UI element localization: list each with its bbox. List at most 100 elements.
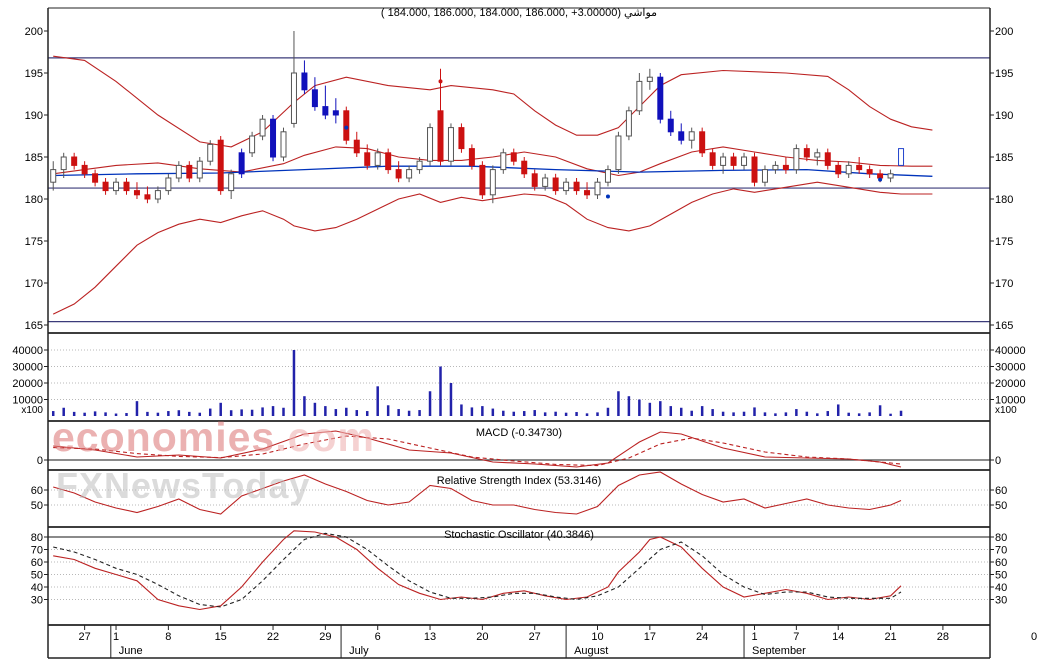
- volume-bar: [502, 410, 505, 416]
- volume-bar: [774, 413, 777, 416]
- price-axis-label: 180: [995, 194, 1013, 206]
- volume-axis-label: 30000: [995, 362, 1026, 374]
- price-axis-label: 170: [25, 278, 43, 290]
- candle-body: [563, 181, 570, 192]
- price-axis-label: 165: [25, 320, 43, 332]
- volume-bar: [292, 350, 296, 416]
- candle-body: [615, 135, 622, 171]
- candle-body: [751, 156, 758, 183]
- volume-bar: [240, 409, 243, 416]
- date-label: 1: [751, 631, 757, 643]
- volume-bar: [104, 412, 107, 416]
- volume-bar: [449, 383, 453, 416]
- volume-bar: [303, 396, 306, 416]
- rsi-line: [53, 471, 902, 515]
- date-label: 10: [591, 631, 603, 643]
- stochastic-axis-label: 30: [31, 595, 43, 607]
- candle-body: [290, 72, 297, 124]
- volume-unit-label: x100: [995, 405, 1017, 416]
- volume-bar: [428, 391, 432, 416]
- stochastic-axis-label: 40: [31, 582, 43, 594]
- volume-bar: [460, 404, 463, 416]
- candle-body: [468, 148, 475, 166]
- month-label: July: [349, 645, 369, 657]
- price-axis-label: 175: [995, 236, 1013, 248]
- candle-body: [898, 148, 905, 166]
- price-axis-label: 195: [995, 68, 1013, 80]
- stochastic-axis-label: 40: [995, 582, 1007, 594]
- volume-bar: [313, 402, 317, 416]
- candle-body: [667, 118, 674, 133]
- candle-body: [353, 139, 360, 154]
- stochastic-axis-label: 60: [31, 557, 43, 569]
- volume-axis-label: 40000: [12, 345, 43, 357]
- candle-body: [71, 156, 78, 166]
- candle-body: [50, 169, 57, 183]
- price-dot-marker: [878, 177, 883, 182]
- price-dot-marker: [605, 194, 610, 199]
- volume-bar: [522, 411, 526, 416]
- candle-body: [60, 156, 67, 171]
- date-label: 1: [113, 631, 119, 643]
- candle-body: [688, 131, 695, 141]
- rsi-axis-label: 50: [31, 500, 43, 512]
- volume-bar: [606, 407, 610, 416]
- price-axis-label: 185: [995, 152, 1013, 164]
- candle-body: [186, 164, 193, 179]
- candle-body: [332, 110, 339, 116]
- volume-bar: [638, 399, 641, 416]
- candle-body: [761, 169, 768, 183]
- candle-body: [636, 80, 643, 112]
- volume-bar: [679, 407, 683, 416]
- volume-bar: [899, 410, 903, 416]
- volume-bar: [62, 407, 65, 416]
- candle-body: [531, 173, 538, 187]
- volume-bar: [826, 411, 830, 416]
- date-label: 22: [267, 631, 279, 643]
- volume-bar: [376, 386, 379, 416]
- volume-bar: [83, 412, 86, 416]
- month-label: September: [752, 645, 806, 657]
- candle-body: [406, 169, 413, 179]
- candle-body: [866, 169, 873, 175]
- volume-bar: [345, 407, 348, 416]
- candle-body: [594, 181, 601, 196]
- candle-body: [81, 164, 88, 175]
- volume-axis-label: 40000: [995, 345, 1026, 357]
- candle-body: [343, 110, 350, 141]
- volume-bar: [554, 411, 557, 416]
- bollinger-upper-band: [53, 55, 933, 148]
- volume-bar: [365, 411, 369, 416]
- volume-bar: [878, 405, 882, 416]
- volume-bar: [208, 408, 212, 416]
- stochastic-axis-label: 80: [31, 532, 43, 544]
- candle-body: [427, 127, 434, 162]
- candle-body: [814, 152, 821, 158]
- volume-bar: [857, 413, 861, 416]
- candle-body: [228, 173, 235, 192]
- volume-bar: [250, 409, 254, 416]
- price-axis-label: 165: [995, 320, 1013, 332]
- candle-body: [301, 72, 308, 91]
- volume-bar: [114, 413, 118, 416]
- candle-body: [374, 152, 381, 166]
- volume-bar: [512, 411, 516, 416]
- candle-body: [604, 169, 611, 183]
- rsi-axis-label: 60: [31, 485, 43, 497]
- volume-bar: [198, 412, 202, 416]
- candle-body: [92, 173, 99, 183]
- candle-body: [720, 156, 727, 166]
- candle-body: [772, 164, 779, 171]
- volume-bar: [564, 412, 568, 416]
- candle-body: [521, 160, 528, 175]
- price-axis-label: 175: [25, 236, 43, 248]
- month-label: June: [119, 645, 143, 657]
- date-label: 20: [476, 631, 488, 643]
- volume-bar: [617, 391, 620, 416]
- volume-bar: [816, 413, 819, 416]
- volume-bar: [177, 410, 181, 416]
- price-axis-label: 180: [25, 194, 43, 206]
- volume-bar: [397, 409, 400, 416]
- candle-body: [845, 164, 852, 175]
